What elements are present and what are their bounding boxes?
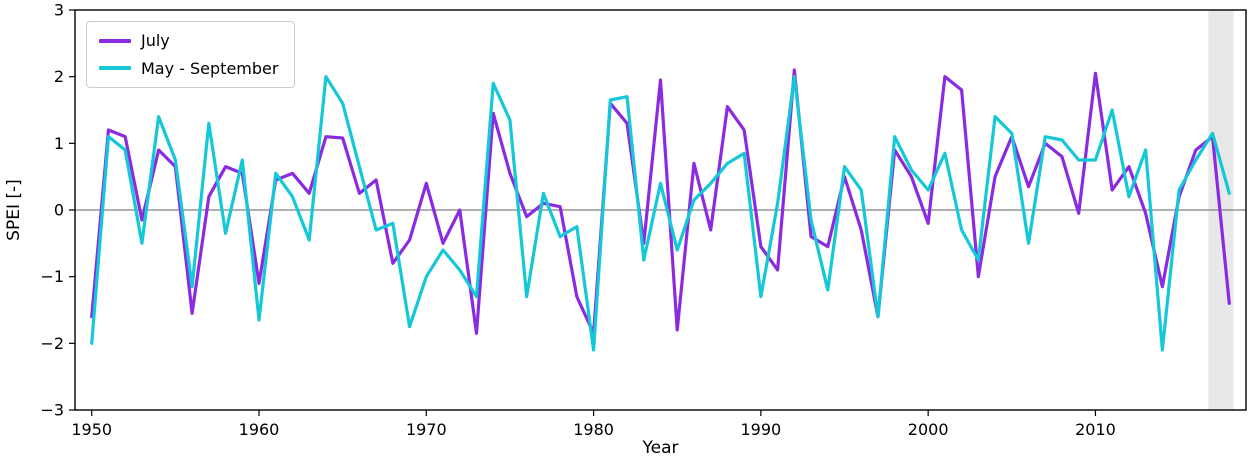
- x-tick-label: 1970: [406, 420, 447, 439]
- legend-item-july: July: [99, 32, 278, 50]
- july-line-swatch: [99, 38, 131, 43]
- may-september-legend-label: May - September: [141, 58, 279, 78]
- july-legend-label: July: [141, 31, 170, 50]
- y-tick-label: −2: [40, 334, 64, 353]
- legend: July May - September: [86, 21, 296, 89]
- x-tick-label: 2010: [1075, 420, 1116, 439]
- y-tick-label: 0: [54, 200, 64, 219]
- y-tick-label: −1: [40, 267, 64, 286]
- x-tick-label: 1950: [71, 420, 112, 439]
- y-tick-label: −3: [40, 400, 64, 419]
- y-tick-label: 2: [54, 67, 64, 86]
- y-tick-label: 1: [54, 134, 64, 153]
- may-september-line-swatch: [99, 66, 131, 71]
- x-tick-label: 1990: [741, 420, 782, 439]
- y-tick-label: 3: [54, 0, 64, 19]
- may-september-line: [90, 75, 1231, 352]
- x-tick-label: 1980: [573, 420, 614, 439]
- july-line: [90, 68, 1231, 335]
- y-axis-label: SPEI [-]: [4, 179, 24, 241]
- x-tick-label: 1960: [239, 420, 280, 439]
- x-axis-label: Year: [642, 438, 679, 458]
- legend-item-may-september: May - September: [99, 58, 279, 78]
- x-tick-label: 2000: [908, 420, 949, 439]
